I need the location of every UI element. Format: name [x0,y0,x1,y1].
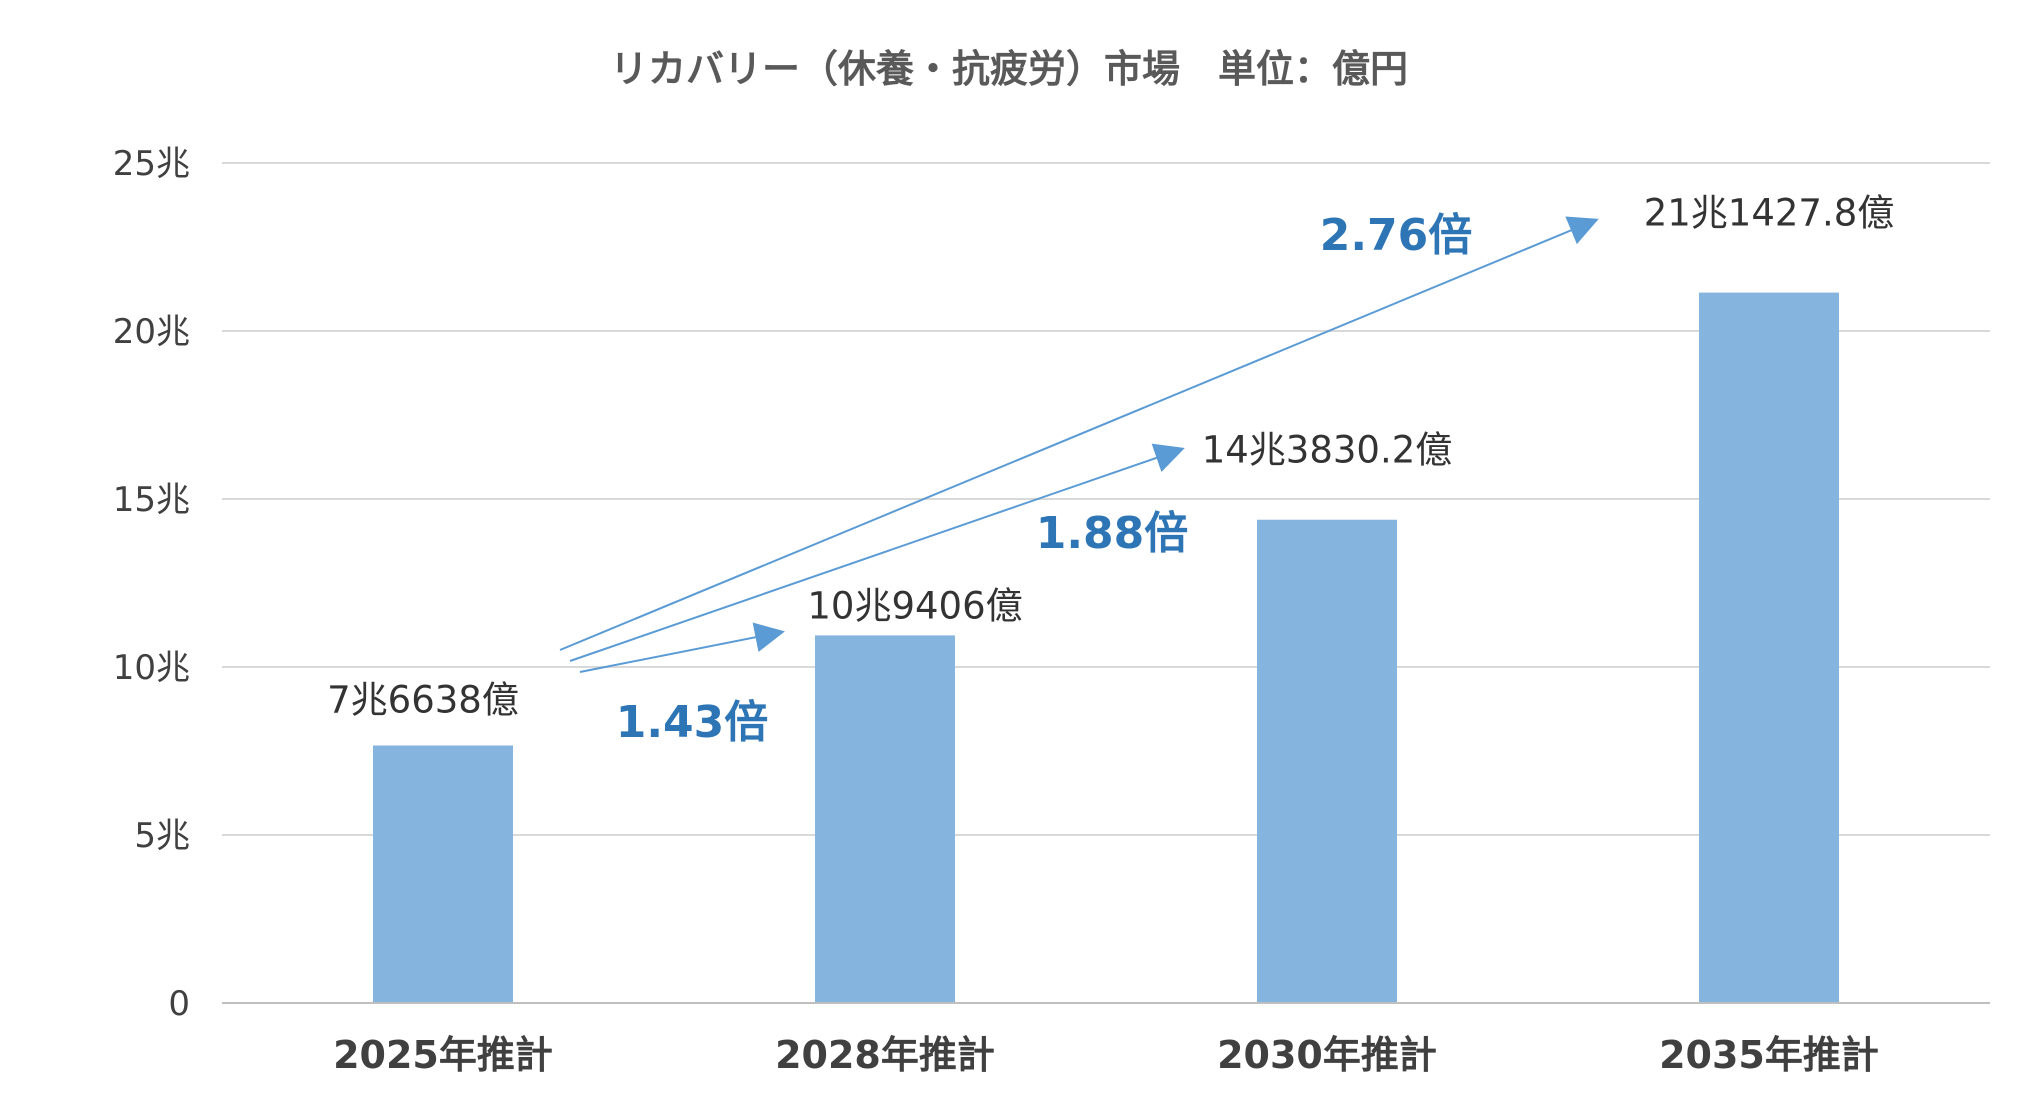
y-tick-label: 15兆 [113,480,190,520]
data-label: 21兆1427.8億 [1644,192,1895,235]
y-tick-label: 10兆 [113,648,190,688]
x-tick-label: 2025年推計 [333,1033,553,1077]
bar [1257,519,1397,1003]
data-label: 7兆6638億 [327,678,519,721]
growth-arrow [569,443,1185,662]
x-tick-label: 2035年推計 [1659,1033,1879,1077]
growth-ratio-label: 1.88倍 [1036,508,1189,559]
y-tick-label: 25兆 [113,144,190,184]
x-tick-label: 2030年推計 [1217,1033,1437,1077]
chart-title: リカバリー（休養・抗疲労）市場 単位：億円 [610,47,1408,91]
x-tick-label: 2028年推計 [775,1033,995,1077]
data-label: 14兆3830.2億 [1202,429,1453,472]
data-label: 10兆9406億 [807,584,1022,627]
bar [373,745,513,1003]
growth-ratio-label: 2.76倍 [1320,210,1473,261]
growth-ratio-label: 1.43倍 [616,697,769,748]
bar [815,635,955,1003]
bars [373,292,1839,1003]
y-tick-label: 20兆 [113,312,190,352]
gridlines [222,162,1990,836]
y-tick-label: 5兆 [134,816,190,856]
bar [1699,292,1839,1003]
x-axis-ticks: 2025年推計 2028年推計 2030年推計 2035年推計 [333,1033,1879,1077]
growth-arrow [579,622,785,673]
y-tick-label: 0 [168,984,190,1024]
data-labels: 7兆6638億 10兆9406億 14兆3830.2億 21兆1427.8億 [327,192,1894,722]
y-axis-ticks: 0 5兆 10兆 15兆 20兆 25兆 [113,144,190,1024]
growth-arrow [559,216,1599,651]
growth-arrows: 1.43倍 1.88倍 2.76倍 [559,210,1599,748]
